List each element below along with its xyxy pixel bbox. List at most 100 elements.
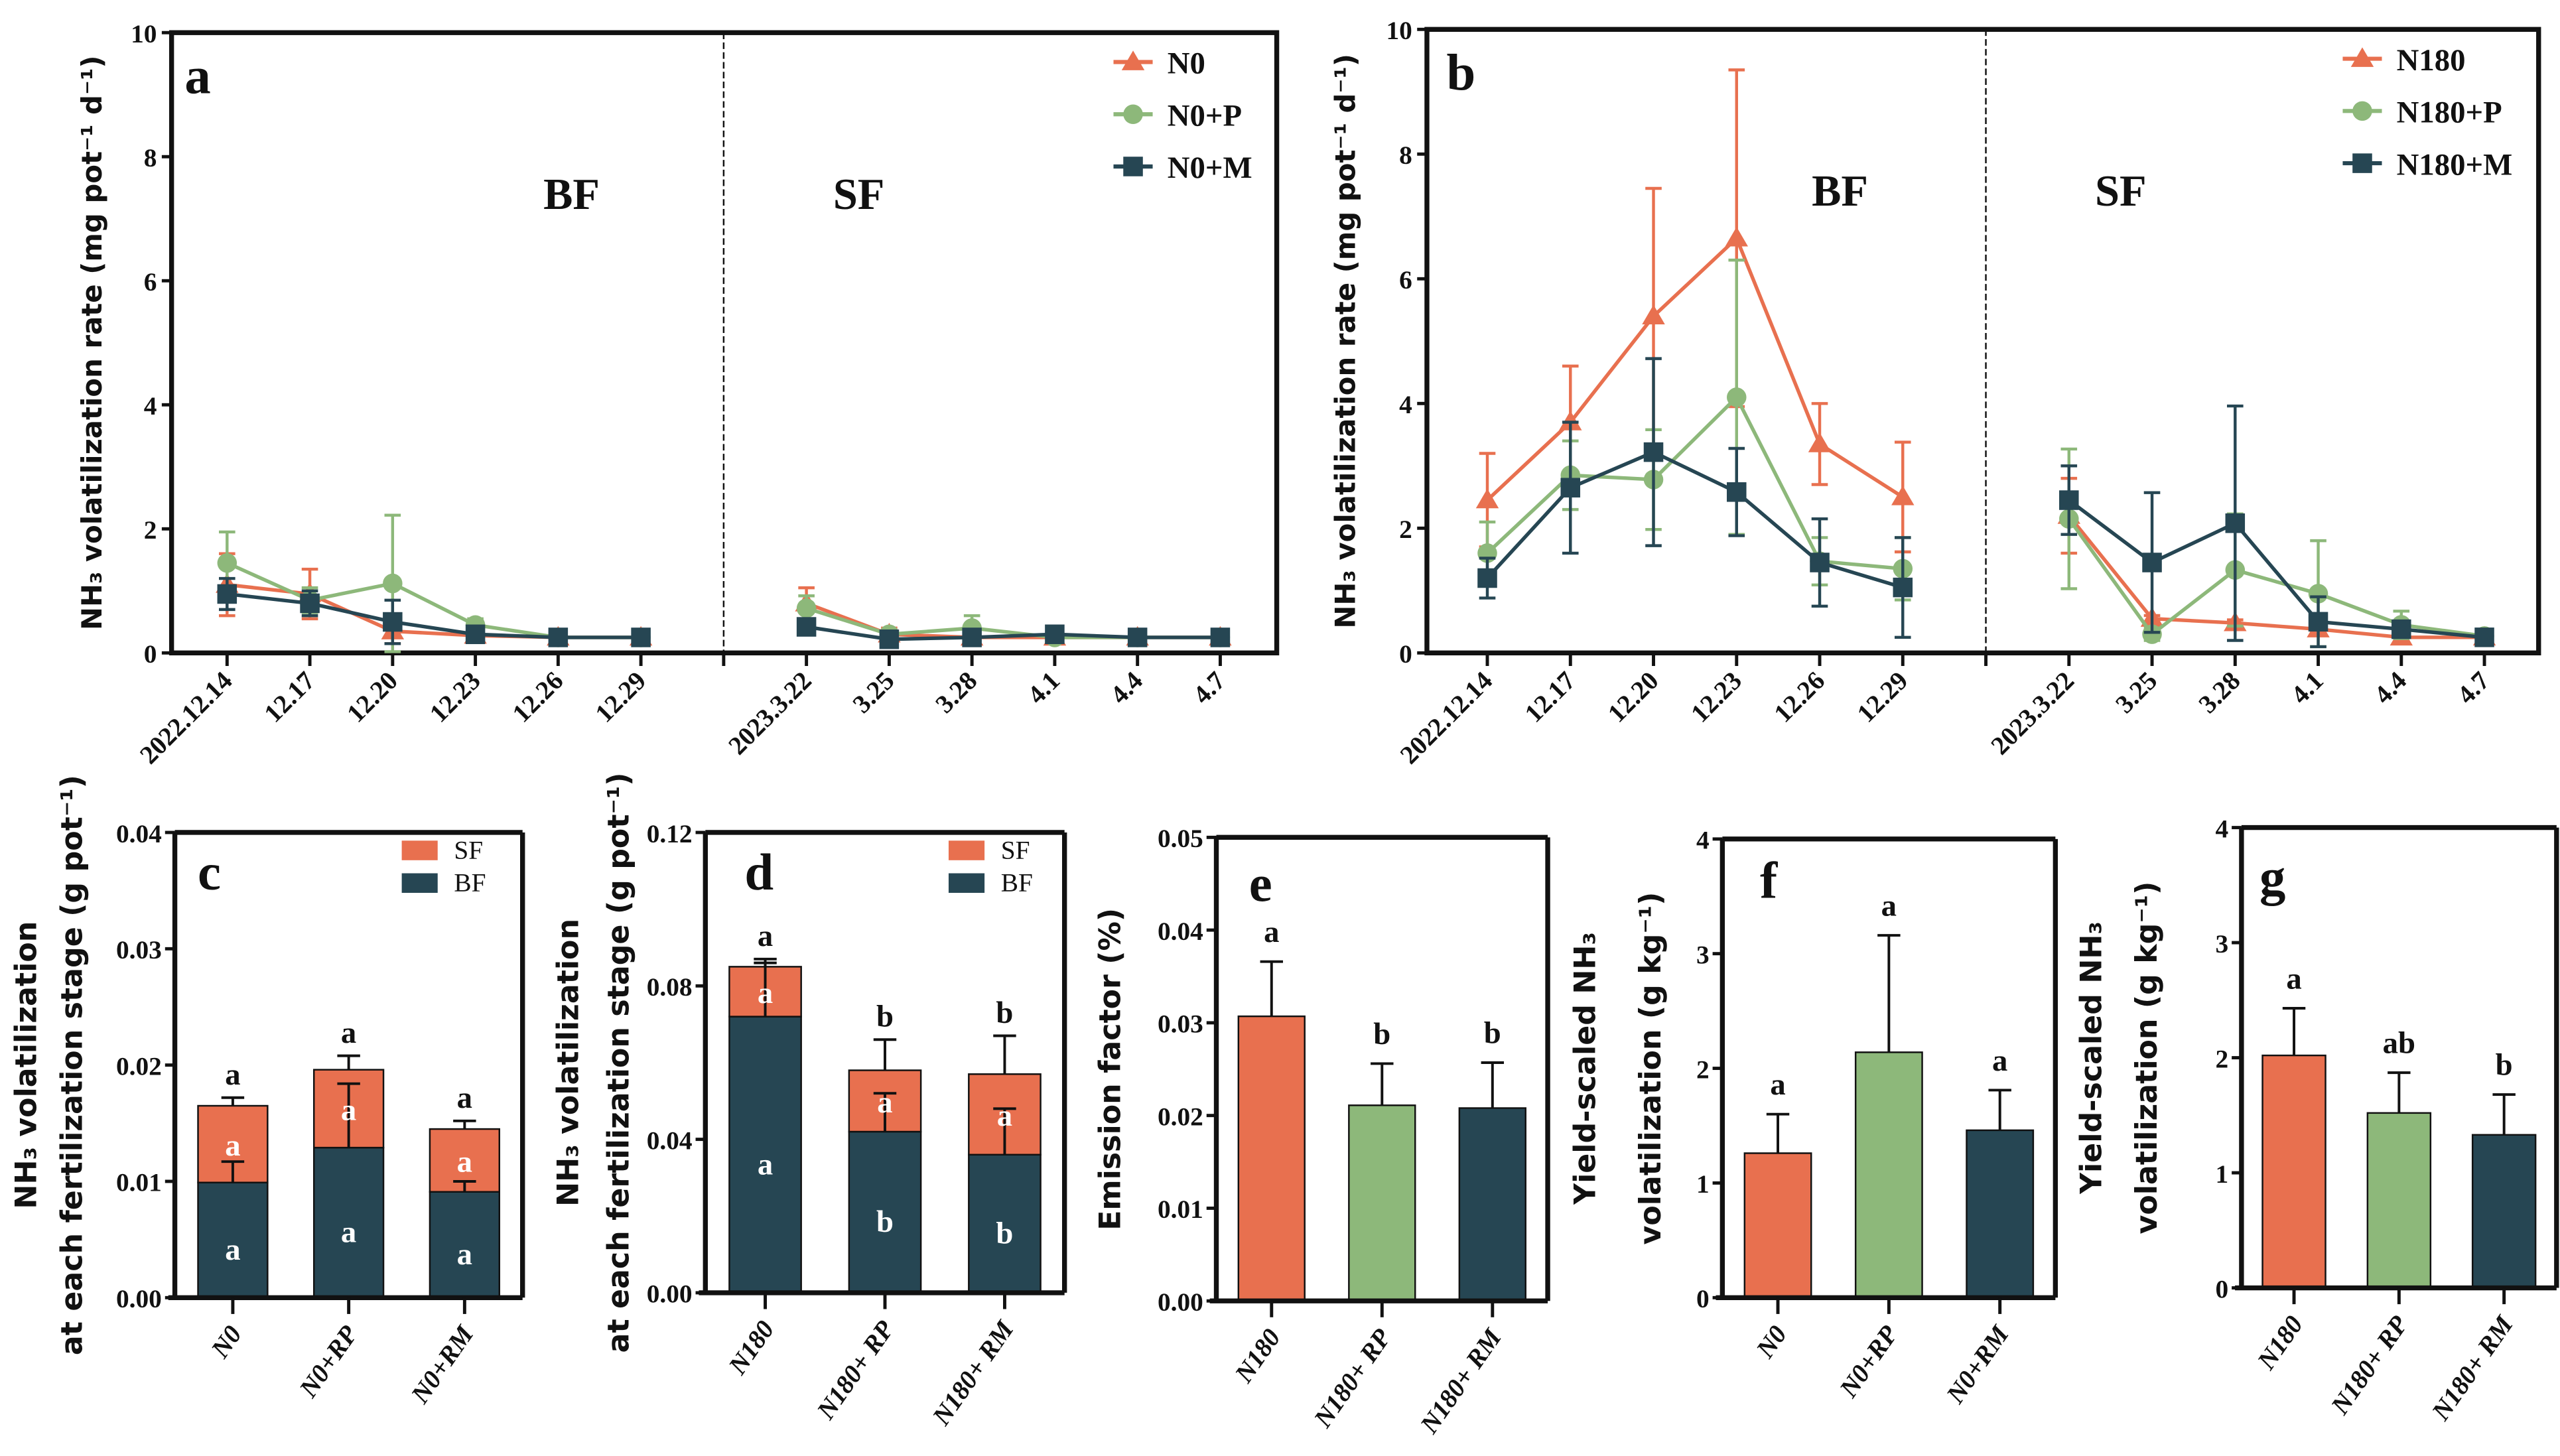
y-tick-label: 10: [131, 19, 157, 48]
y-tick-label: 1: [2216, 1159, 2229, 1189]
significance-letter-total: a: [758, 919, 773, 953]
panel-letter: d: [744, 844, 774, 901]
y-axis-label: NH₃ volatilization rate (mg pot⁻¹ d⁻¹): [1329, 54, 1362, 629]
legend-label: SF: [454, 835, 483, 864]
x-tick-label: N180+ RP: [811, 1315, 900, 1425]
data-point-circle: [2142, 624, 2162, 644]
x-tick-label: N180+ RP: [2324, 1310, 2414, 1420]
x-tick-label: N180: [1229, 1323, 1286, 1388]
y-tick-label: 0: [1399, 639, 1412, 669]
y-axis-label: volatilization (g kg⁻¹): [2130, 882, 2164, 1234]
y-tick-label: 0.02: [116, 1051, 162, 1081]
legend-label: N0: [1168, 46, 1205, 81]
data-point-triangle: [1559, 411, 1582, 430]
y-tick-label: 10: [1386, 16, 1412, 45]
significance-letter-sf: a: [341, 1093, 356, 1128]
significance-letter-sf: a: [877, 1085, 892, 1120]
x-tick-label: N0: [205, 1320, 247, 1363]
legend-swatch-BF: [401, 873, 438, 893]
legend-label: SF: [1001, 835, 1030, 864]
significance-letter-total: a: [457, 1081, 472, 1115]
legend-label: N180: [2397, 43, 2466, 78]
significance-letter-bf: a: [341, 1215, 356, 1250]
x-tick-label: 12.23: [424, 666, 486, 728]
x-tick-label: N180+ RM: [926, 1314, 1020, 1431]
x-tick-label: 12.17: [1519, 666, 1582, 728]
x-tick-label: 4.4: [2368, 666, 2412, 710]
significance-letter: b: [2496, 1048, 2513, 1083]
series-line-sf: [805, 606, 1221, 639]
bars: a a a: [1743, 889, 2035, 1299]
y-tick-label: 0.12: [647, 819, 693, 848]
y-tick-label: 4: [2216, 814, 2229, 843]
panel-letter: b: [1446, 44, 1475, 101]
significance-letter-total: a: [225, 1057, 240, 1092]
y-tick-label: 4: [1399, 390, 1412, 419]
y-tick-label: 8: [1399, 141, 1412, 170]
significance-letter: a: [2286, 961, 2301, 996]
bar: [2366, 1112, 2432, 1289]
legend-label: BF: [1001, 868, 1033, 897]
bar: [1743, 1152, 1812, 1299]
x-tick-label: 3.28: [2193, 666, 2246, 719]
data-point-triangle: [1891, 486, 1915, 505]
bar: [1966, 1129, 2035, 1299]
y-tick-label: 3: [1696, 940, 1710, 969]
data-point-square: [2142, 553, 2162, 572]
panel-letter: g: [2259, 848, 2285, 906]
data-point-triangle: [1725, 226, 1749, 247]
data-point-square: [217, 584, 237, 604]
x-tick-label: 2023.3.22: [1986, 666, 2080, 760]
panel-f: a a a 0 1 2 3 4 N0 N0+RP N0+RM Yield-scaled NH₃ vola…: [1568, 826, 2058, 1409]
y-tick-label: 0.03: [116, 935, 162, 964]
bar-bf: [728, 1016, 802, 1294]
x-tick-label: N180+ RM: [1414, 1323, 1509, 1439]
y-tick-label: 0.04: [116, 819, 162, 848]
bar: [2261, 1054, 2326, 1289]
legend-marker-circle: [2352, 101, 2372, 121]
data-point-square: [796, 617, 817, 637]
significance-letter-bf: a: [225, 1232, 240, 1267]
series-line-sf: [2068, 498, 2485, 639]
data-point-circle: [796, 598, 817, 618]
bar-bf: [312, 1146, 385, 1299]
data-point-triangle: [1475, 488, 1499, 509]
x-tick-label: 12.26: [1768, 666, 1830, 728]
legend-swatch-SF: [401, 840, 438, 860]
data-point-square: [2059, 490, 2079, 510]
data-point-square: [383, 612, 403, 632]
y-tick-label: 2: [144, 515, 157, 545]
data-point-triangle: [1808, 432, 1832, 452]
y-tick-label: 2: [1399, 515, 1412, 544]
significance-letter: ab: [2383, 1026, 2415, 1061]
data-point-square: [1727, 482, 1747, 502]
legend-label: N0+M: [1168, 151, 1252, 185]
x-tick-label: 3.28: [930, 666, 983, 719]
y-axis-label: Yield-scaled NH₃: [2074, 921, 2108, 1195]
x-tick-label: 4.7: [2451, 666, 2495, 710]
legend-marker-square: [1123, 157, 1143, 176]
data-point-triangle: [1642, 304, 1665, 325]
panel-letter: f: [1760, 852, 1778, 909]
panel-letter: a: [184, 47, 210, 105]
data-point-circle: [1727, 387, 1747, 407]
legend-swatch-SF: [948, 840, 985, 860]
significance-letter: b: [1373, 1017, 1390, 1051]
data-point-square: [2308, 612, 2328, 632]
y-axis-label: Yield-scaled NH₃: [1568, 932, 1602, 1205]
series-line-bf: [1486, 394, 1903, 571]
data-point-square: [631, 628, 651, 647]
legend-marker-triangle: [1121, 50, 1145, 70]
x-tick-label: 4.1: [1022, 666, 1065, 710]
y-tick-label: 0.03: [1158, 1010, 1203, 1039]
significance-letter-bf: b: [996, 1216, 1013, 1250]
significance-letter-sf: a: [758, 976, 773, 1010]
y-tick-label: 0: [2216, 1274, 2229, 1303]
panel-b: 0 2 4 6 8 10 2022.12.14 12.17 12.20 12.23 12.26 12.…: [1329, 16, 2541, 769]
legend-marker-square: [2352, 153, 2372, 173]
x-tick-label: N0+RM: [405, 1319, 480, 1410]
y-tick-label: 0.08: [647, 972, 693, 1002]
y-tick-label: 0.04: [647, 1126, 693, 1155]
